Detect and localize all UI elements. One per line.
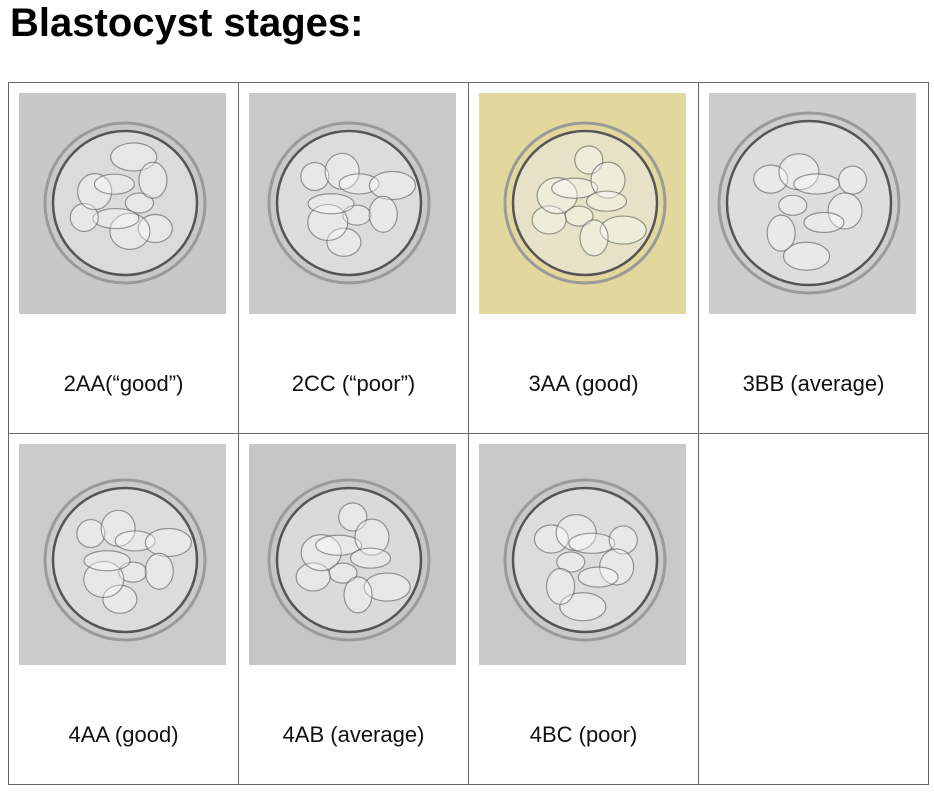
- cell-outline: [138, 161, 168, 199]
- cell-outline: [114, 530, 156, 552]
- stage-label: 3AA (good): [528, 371, 639, 396]
- cell-outline: [585, 190, 628, 212]
- cell-outline: [338, 173, 380, 195]
- zona-outer: [267, 478, 431, 642]
- cell-outline: [363, 572, 411, 602]
- cell-outline: [77, 173, 113, 211]
- stage-label: 4AB (average): [282, 722, 425, 747]
- zona: [275, 129, 423, 277]
- table-cell: 4AB (average): [238, 433, 469, 785]
- cell-outline: [109, 212, 151, 250]
- cell-outline: [93, 173, 136, 195]
- cell-outline: [531, 205, 567, 235]
- cell-outline: [837, 165, 868, 195]
- cell-outline: [300, 534, 342, 572]
- cell-outline: [545, 567, 576, 606]
- cell-outline: [307, 193, 355, 215]
- cell-outline: [536, 177, 578, 215]
- cell-outline: [778, 194, 808, 216]
- embryo-image: [479, 444, 686, 665]
- embryo-image: [709, 93, 916, 314]
- table-cell: 3BB (average): [698, 82, 929, 434]
- cell-outline: [315, 534, 363, 556]
- cell-outline: [83, 550, 131, 572]
- cell-outline: [354, 518, 390, 556]
- cell-outline: [577, 566, 619, 588]
- table-cell: 2AA(“good”): [8, 82, 239, 434]
- cell-outline: [102, 584, 138, 614]
- cell-outline: [69, 202, 99, 233]
- cell-outline: [590, 161, 626, 199]
- cell-outline: [803, 211, 845, 234]
- cell-outline: [793, 173, 841, 195]
- cell-outline: [579, 219, 609, 257]
- cell-outline: [608, 525, 638, 555]
- cell-outline: [144, 527, 193, 558]
- cell-outline: [533, 524, 570, 554]
- cell-outline: [326, 227, 362, 257]
- cell-outline: [556, 551, 586, 573]
- table-cell: 4BC (poor): [468, 433, 699, 785]
- stage-label: 4BC (poor): [529, 722, 638, 747]
- embryo-image: [19, 444, 226, 665]
- zona: [51, 486, 199, 634]
- stage-label: 3BB (average): [742, 371, 885, 396]
- page: Blastocyst stages: 2AA(“good”) 2CC (“poor…: [8, 1, 929, 785]
- cell-outline: [110, 142, 158, 172]
- cell-outline: [368, 170, 417, 201]
- cell-outline: [551, 177, 599, 199]
- table-cell: 3AA (good): [468, 82, 699, 434]
- cell-outline: [124, 192, 155, 214]
- embryo-image: [249, 93, 456, 314]
- table-cell: [698, 433, 929, 785]
- cell-outline: [766, 214, 796, 252]
- stage-label: 4AA (good): [68, 722, 179, 747]
- stage-label: 2AA(“good”): [63, 371, 184, 396]
- table-cell: 2CC (“poor”): [238, 82, 469, 434]
- zona-outer: [503, 121, 667, 285]
- zona-outer: [43, 121, 207, 285]
- cell-outline: [343, 576, 373, 614]
- zona: [275, 486, 423, 634]
- cell-outline: [559, 592, 607, 622]
- cell-outline: [144, 552, 174, 590]
- cell-outline: [368, 195, 398, 233]
- zona-outer: [43, 478, 207, 642]
- cell-outline: [782, 241, 831, 271]
- stage-label: 2CC (“poor”): [291, 371, 416, 396]
- page-title: Blastocyst stages:: [10, 1, 364, 45]
- zona: [725, 119, 893, 287]
- cell-outline: [349, 547, 392, 569]
- cell-outline: [827, 192, 863, 230]
- stage-table: 2AA(“good”) 2CC (“poor”) 3AA (good) 3BB (av…: [8, 82, 929, 802]
- cell-outline: [76, 518, 106, 549]
- embryo-image: [19, 93, 226, 314]
- cell-outline: [295, 562, 331, 592]
- embryo-image: [479, 93, 686, 314]
- zona-outer: [503, 478, 667, 642]
- zona-outer: [267, 121, 431, 285]
- embryo-image: [249, 444, 456, 665]
- zona: [511, 129, 659, 277]
- cell-outline: [599, 215, 647, 245]
- zona-outer: [717, 111, 901, 295]
- table-cell: 4AA (good): [8, 433, 239, 785]
- cell-outline: [568, 532, 616, 554]
- cell-outline: [300, 161, 330, 192]
- cell-outline: [92, 207, 140, 230]
